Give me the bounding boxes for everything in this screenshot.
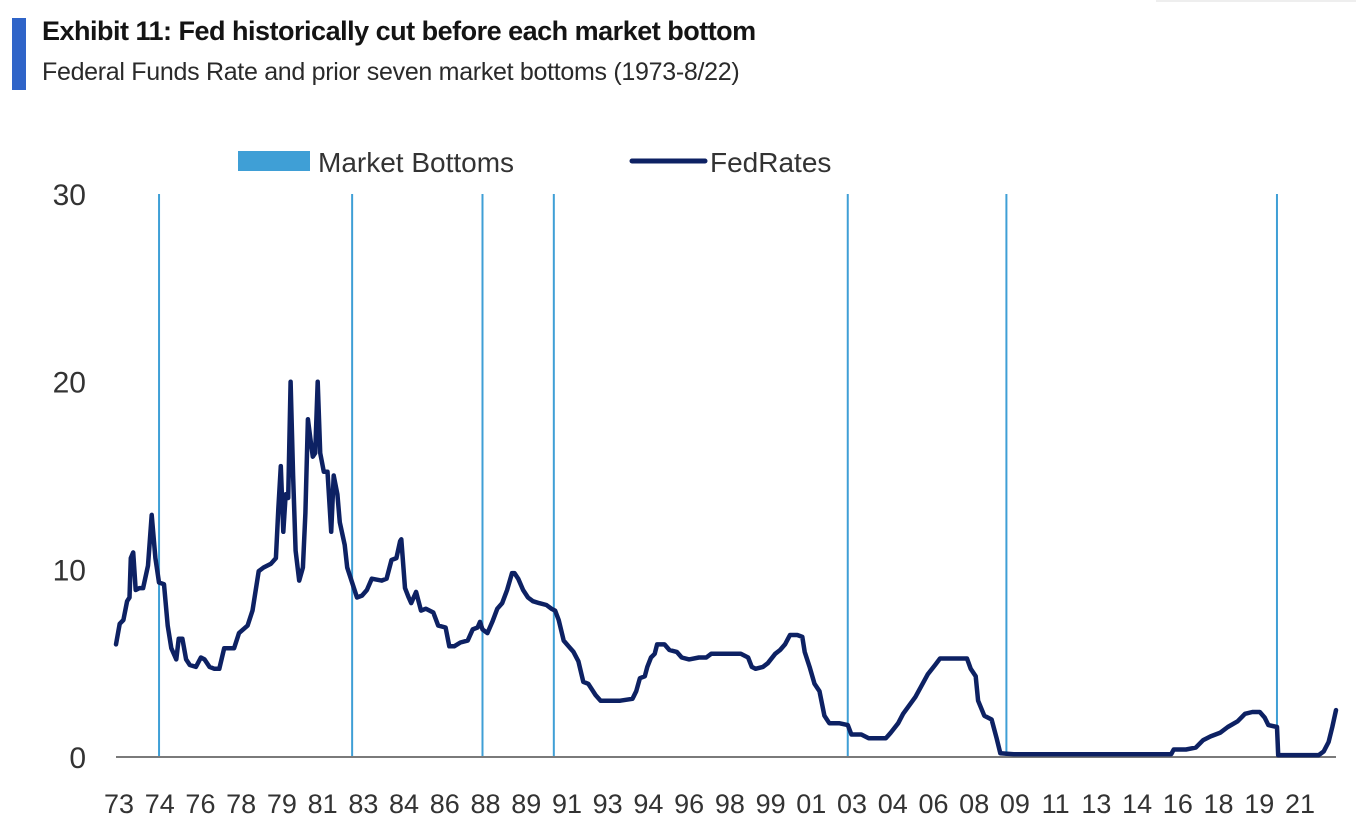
x-tick-label: 98 bbox=[715, 789, 745, 819]
x-tick-label: 09 bbox=[1000, 789, 1030, 819]
x-axis-ticks: 73 74 76 78 79 81 83 84 86 88 89 91 93 94 96 98 99 01 03 04… bbox=[104, 789, 1315, 819]
x-tick-label: 11 bbox=[1042, 789, 1070, 819]
y-tick-label: 30 bbox=[53, 179, 86, 212]
chart-title: Exhibit 11: Fed historically cut before … bbox=[42, 16, 756, 46]
x-tick-label: 16 bbox=[1163, 789, 1193, 819]
x-tick-label: 78 bbox=[226, 789, 256, 819]
x-tick-label: 91 bbox=[552, 789, 582, 819]
legend: Market Bottoms FedRates bbox=[238, 147, 831, 178]
x-tick-label: 94 bbox=[633, 789, 663, 819]
x-tick-label: 08 bbox=[959, 789, 989, 819]
x-tick-label: 13 bbox=[1081, 789, 1111, 819]
y-tick-label: 10 bbox=[53, 554, 86, 587]
chart-subtitle: Federal Funds Rate and prior seven marke… bbox=[42, 58, 740, 86]
x-tick-label: 21 bbox=[1285, 789, 1315, 819]
x-tick-label: 96 bbox=[674, 789, 704, 819]
x-tick-label: 89 bbox=[511, 789, 541, 819]
x-tick-label: 14 bbox=[1122, 789, 1152, 819]
x-tick-label: 83 bbox=[348, 789, 378, 819]
legend-swatch-market-bottoms bbox=[238, 151, 310, 171]
x-tick-label: 01 bbox=[796, 789, 826, 819]
x-tick-label: 84 bbox=[389, 789, 419, 819]
legend-label-market-bottoms: Market Bottoms bbox=[318, 147, 514, 178]
x-tick-label: 73 bbox=[104, 789, 134, 819]
y-axis-ticks: 0 10 20 30 bbox=[53, 179, 86, 775]
x-tick-label: 93 bbox=[593, 789, 623, 819]
x-tick-label: 06 bbox=[918, 789, 948, 819]
x-tick-label: 04 bbox=[878, 789, 908, 819]
y-tick-label: 0 bbox=[69, 742, 86, 775]
market-bottom-lines bbox=[158, 194, 1278, 757]
x-tick-label: 03 bbox=[837, 789, 867, 819]
x-tick-label: 76 bbox=[185, 789, 215, 819]
x-tick-label: 74 bbox=[145, 789, 175, 819]
x-tick-label: 18 bbox=[1204, 789, 1234, 819]
top-divider bbox=[1156, 0, 1356, 2]
x-tick-label: 99 bbox=[756, 789, 786, 819]
fedrates-series-line bbox=[113, 379, 1339, 758]
x-tick-label: 86 bbox=[430, 789, 460, 819]
x-tick-label: 79 bbox=[267, 789, 297, 819]
x-tick-label: 19 bbox=[1244, 789, 1274, 819]
x-tick-label: 81 bbox=[308, 789, 338, 819]
legend-label-fedrates: FedRates bbox=[710, 147, 831, 178]
title-accent-bar bbox=[12, 18, 26, 90]
x-tick-label: 88 bbox=[470, 789, 500, 819]
y-tick-label: 20 bbox=[53, 367, 86, 400]
